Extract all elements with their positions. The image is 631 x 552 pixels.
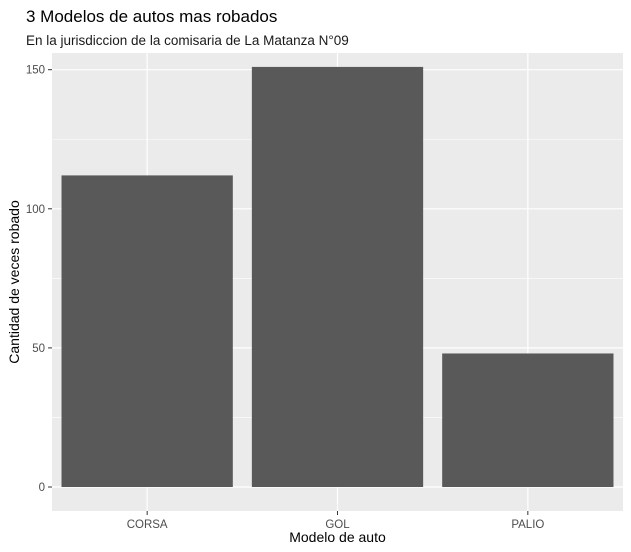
y-axis: 0 50 100 150 [26,65,52,494]
bars [61,66,614,488]
y-tick-label: 0 [39,482,45,494]
chart-title: 3 Modelos de autos mas robados [26,7,277,26]
bar-corsa [61,175,233,487]
x-tick-label: CORSA [127,519,168,531]
y-axis-title: Cantidad de veces robado [6,200,22,364]
x-tick-label: PALIO [511,519,544,531]
y-tick-label: 150 [26,65,45,77]
x-axis-title: Modelo de auto [289,529,386,545]
bar-palio [442,353,614,487]
y-tick-label: 100 [26,204,45,216]
bar-gol [251,66,424,488]
chart-subtitle: En la jurisdiccion de la comisaria de La… [26,33,349,48]
x-tick-label: GOL [325,519,350,531]
y-tick-label: 50 [32,343,45,355]
x-axis: CORSA GOL PALIO [127,511,544,531]
